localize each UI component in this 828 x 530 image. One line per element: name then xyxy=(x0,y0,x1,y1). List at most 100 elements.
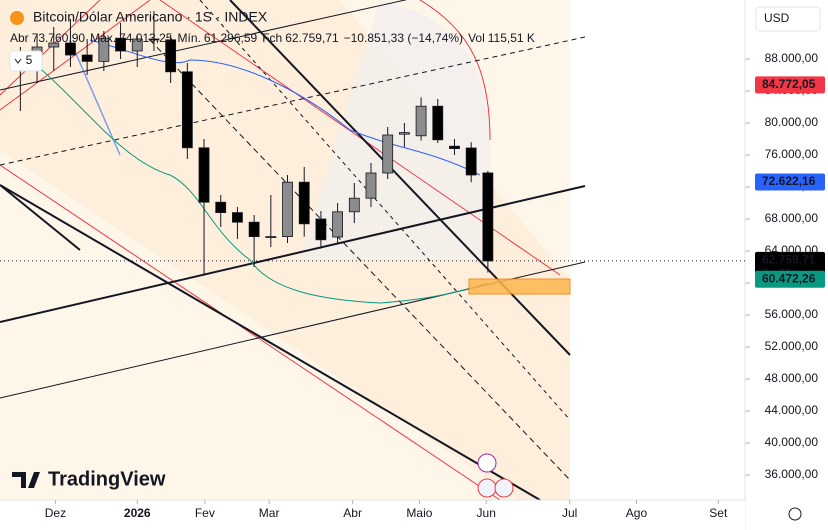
price-label-box xyxy=(755,270,825,288)
candle-body xyxy=(198,147,210,203)
symbol-title: Bitcoin/Dólar Americano · 1S · INDEX xyxy=(33,9,268,25)
x-tick-label: Set xyxy=(709,506,728,520)
event-icon[interactable] xyxy=(477,478,497,498)
candle-body xyxy=(98,37,110,62)
y-tick-label: 68.000,00 xyxy=(765,211,819,225)
x-tick-label: Jul xyxy=(562,506,577,520)
candle-body xyxy=(65,42,76,56)
drawing-line xyxy=(69,39,121,156)
currency-label: USD xyxy=(764,11,790,25)
candle-body xyxy=(432,105,444,141)
candle-body xyxy=(282,181,293,237)
channel-line xyxy=(229,0,571,356)
logo: TradingView xyxy=(12,468,166,490)
change-value: −10.851,33 (−14,74%) xyxy=(344,31,463,45)
header: Bitcoin/Dólar Americano · 1S · INDEX Abr… xyxy=(9,9,535,72)
y-tick-label: 36.000,00 xyxy=(765,467,819,481)
candle-body xyxy=(482,172,494,262)
channel-line xyxy=(149,39,571,481)
candle-body xyxy=(115,37,126,52)
price-label-box xyxy=(755,76,825,94)
y-tick-label: 48.000,00 xyxy=(765,371,819,385)
candle-body xyxy=(131,38,143,52)
price-label: 72.622,16 xyxy=(762,174,816,188)
price-label: 60.472,26 xyxy=(762,271,816,285)
x-tick-label: Ago xyxy=(626,506,648,520)
y-tick-label: 80.000,00 xyxy=(765,115,819,129)
price-label: 62.759,71 xyxy=(762,253,816,267)
candle-body xyxy=(332,211,344,238)
indicator-count: 5 xyxy=(26,53,33,67)
candle-body xyxy=(298,181,310,225)
shade xyxy=(300,0,490,260)
y-tick-label: 76.000,00 xyxy=(765,147,819,161)
candle-body xyxy=(449,145,460,149)
candles xyxy=(14,11,494,275)
ohlc-key: Fch xyxy=(262,31,282,45)
currency-button[interactable] xyxy=(755,6,821,32)
price-label-box xyxy=(755,173,825,191)
y-tick-label: 88.000,00 xyxy=(765,51,819,65)
ohlc-key: Abr xyxy=(10,31,29,45)
candle-body xyxy=(315,218,327,241)
ohlc-value: 61.296,59 xyxy=(204,31,258,45)
candle-body xyxy=(148,38,160,41)
channel-line xyxy=(0,0,101,96)
channel-line xyxy=(0,184,541,501)
ma-line xyxy=(29,59,489,304)
candle-body xyxy=(215,201,227,213)
ohlc-legend: Abr 73.760,90 Máx. 74.013,25 Mín. 61.296,59 Fc… xyxy=(10,31,535,45)
candle-body xyxy=(348,197,360,213)
candle-body xyxy=(165,39,177,73)
x-tick-label: Mar xyxy=(259,506,280,520)
candle-body xyxy=(81,54,93,62)
ohlc-key: Mín. xyxy=(177,31,200,45)
logo-mark xyxy=(12,472,40,488)
trend-line xyxy=(0,0,408,91)
ma-line xyxy=(89,39,481,176)
ohlc-key: Máx. xyxy=(90,31,116,45)
brand: TradingView xyxy=(48,468,166,490)
x-tick-label: Fev xyxy=(195,506,215,520)
channel-line xyxy=(0,164,501,501)
ohlc-value: 74.013,25 xyxy=(119,31,173,45)
event-icon[interactable] xyxy=(494,478,514,498)
y-tick-label: 40.000,00 xyxy=(765,435,819,449)
candle-body xyxy=(415,105,427,137)
btc-icon xyxy=(10,11,24,25)
channel-line xyxy=(419,0,491,141)
candle-body xyxy=(232,212,243,223)
time-scale xyxy=(0,501,745,530)
indicator-toggle[interactable] xyxy=(9,50,43,72)
ohlc-value: 62.759,71 xyxy=(285,31,339,45)
x-tick-label: Dez xyxy=(45,506,66,520)
y-tick-label: 44.000,00 xyxy=(765,403,819,417)
candle-body xyxy=(465,147,477,176)
candle-body xyxy=(265,236,277,239)
settings-icon[interactable] xyxy=(788,507,802,521)
channel-line xyxy=(159,0,561,276)
y-tick-label: 56.000,00 xyxy=(765,307,819,321)
price-label: 84.772,05 xyxy=(762,77,816,91)
x-tick-label: Jun xyxy=(477,506,496,520)
volume-value: 115,51 K xyxy=(488,31,535,45)
drawings xyxy=(0,0,586,501)
channel-line xyxy=(199,0,571,421)
candle-body xyxy=(382,134,394,174)
candle-body xyxy=(365,172,377,199)
channel-line xyxy=(0,184,81,251)
zone-box xyxy=(468,278,571,295)
event-icon[interactable] xyxy=(477,453,497,473)
candle-body xyxy=(181,71,193,149)
candle-body xyxy=(248,221,260,237)
x-tick-label: Maio xyxy=(406,506,432,520)
x-tick-label: 2026 xyxy=(124,506,151,520)
chevron xyxy=(14,58,22,64)
ohlc-value: 73.760,90 xyxy=(32,31,86,45)
y-tick-label: 52.000,00 xyxy=(765,339,819,353)
trend-line xyxy=(0,36,586,166)
volume-key: Vol xyxy=(468,31,485,45)
candle-body xyxy=(48,42,60,48)
